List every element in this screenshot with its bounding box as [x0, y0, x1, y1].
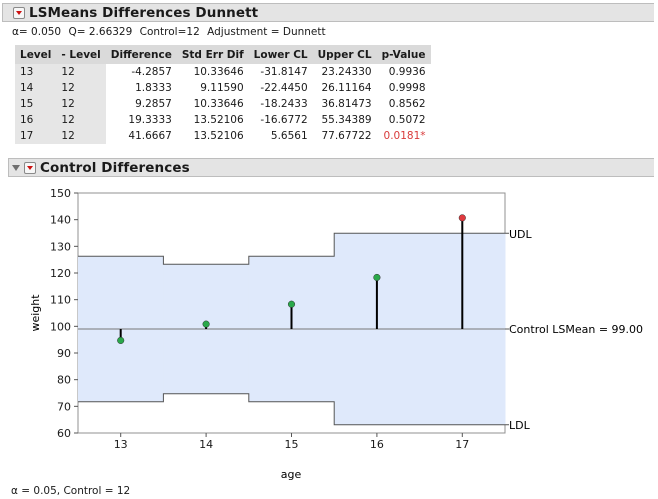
- y-tick-label: 150: [50, 187, 71, 200]
- red-triangle-menu-icon[interactable]: [24, 161, 36, 174]
- y-tick-label: 140: [50, 214, 71, 227]
- cell-difference: -4.2857: [131, 66, 172, 78]
- control-diff-outline-header[interactable]: Control Differences: [8, 158, 654, 177]
- table-header-row: Level - Level Difference Std Err Dif Low…: [15, 45, 431, 64]
- cell-difference: 1.8333: [135, 82, 172, 94]
- cell-difference: 41.6667: [128, 130, 172, 142]
- udl-label: UDL: [509, 228, 533, 241]
- cell-p-value: 0.9998: [388, 82, 426, 94]
- cell-minus-level: 12: [56, 80, 106, 96]
- cell-level: 16: [15, 112, 57, 128]
- q-label: Q= 2.66329: [68, 26, 133, 38]
- col-p-value[interactable]: p-Value: [376, 45, 431, 64]
- y-tick-label: 70: [57, 400, 71, 413]
- cell-level: 15: [15, 96, 57, 112]
- cell-upper-cl: 23.24330: [321, 66, 372, 78]
- cell-lower-cl: -22.4450: [260, 82, 308, 94]
- x-tick-label: 14: [199, 438, 213, 451]
- y-tick-label: 110: [50, 294, 71, 307]
- cell-std-err: 13.52106: [193, 130, 244, 142]
- cell-minus-level: 12: [56, 128, 106, 144]
- col-upper-cl[interactable]: Upper CL: [312, 45, 377, 64]
- dunnett-table: Level - Level Difference Std Err Dif Low…: [15, 45, 431, 144]
- cell-lower-cl: -18.2433: [260, 98, 308, 110]
- disclosure-triangle-icon[interactable]: [12, 164, 20, 171]
- ldl-line: [78, 393, 505, 426]
- cell-lower-cl: -16.6772: [260, 114, 308, 126]
- table-row: 13 12 -4.2857 10.33646 -31.8147 23.24330…: [15, 64, 431, 80]
- cell-std-err: 10.33646: [193, 66, 244, 78]
- y-tick-label: 100: [50, 320, 71, 333]
- x-tick-label: 17: [455, 438, 469, 451]
- control-label: Control=12: [139, 26, 200, 38]
- table-row: 14 12 1.8333 9.11590 -22.4450 26.11164 0…: [15, 80, 431, 96]
- lsmeans-title: LSMeans Differences Dunnett: [29, 4, 259, 21]
- adjustment-label: Adjustment = Dunnett: [207, 26, 326, 38]
- y-tick-label: 120: [50, 267, 71, 280]
- control-chart: 60 70 80 90 100 110 120 130 140 150 13 14 15 16 17 wei…: [29, 187, 643, 480]
- x-tick-label: 13: [114, 438, 128, 451]
- cell-upper-cl: 26.11164: [321, 82, 372, 94]
- y-tick-label: 80: [57, 374, 71, 387]
- cell-level: 13: [15, 64, 57, 80]
- cell-difference: 9.2857: [135, 98, 172, 110]
- cell-difference: 19.3333: [128, 114, 172, 126]
- cell-minus-level: 12: [56, 96, 106, 112]
- udl-line: [78, 232, 505, 265]
- red-triangle-menu-icon[interactable]: [13, 6, 25, 19]
- control-diff-title: Control Differences: [40, 159, 190, 176]
- mean-point: [458, 214, 466, 222]
- cell-p-value: 0.5072: [388, 114, 426, 126]
- col-minus-level[interactable]: - Level: [56, 45, 106, 64]
- y-axis-label: weight: [29, 294, 42, 332]
- alpha-label: α= 0.050: [12, 26, 62, 38]
- cell-upper-cl: 77.67722: [321, 130, 372, 142]
- ldl-label: LDL: [509, 419, 531, 432]
- cell-p-value-significant: 0.0181*: [383, 130, 426, 142]
- chart-footer-note: α = 0.05, Control = 12: [11, 485, 131, 497]
- cell-minus-level: 12: [56, 64, 106, 80]
- cell-upper-cl: 55.34389: [321, 114, 372, 126]
- cell-lower-cl: 5.6561: [270, 130, 308, 142]
- y-tick-label: 130: [50, 240, 71, 253]
- cell-level: 17: [15, 128, 57, 144]
- table-row: 17 12 41.6667 13.52106 5.6561 77.67722 0…: [15, 128, 431, 144]
- table-row: 16 12 19.3333 13.52106 -16.6772 55.34389…: [15, 112, 431, 128]
- mean-point: [202, 320, 210, 328]
- cell-level: 14: [15, 80, 57, 96]
- test-info-line: α= 0.050 Q= 2.66329 Control=12 Adjustmen…: [12, 26, 330, 38]
- cell-std-err: 9.11590: [200, 82, 244, 94]
- table-row: 15 12 9.2857 10.33646 -18.2433 36.81473 …: [15, 96, 431, 112]
- control-mean-label: Control LSMean = 99.00: [509, 323, 643, 336]
- cell-upper-cl: 36.81473: [321, 98, 372, 110]
- x-axis-label: age: [281, 468, 302, 480]
- col-difference[interactable]: Difference: [105, 45, 177, 64]
- y-tick-label: 90: [57, 347, 71, 360]
- cell-std-err: 10.33646: [193, 98, 244, 110]
- col-level[interactable]: Level: [15, 45, 57, 64]
- x-tick-label: 16: [370, 438, 384, 451]
- cell-p-value: 0.8562: [388, 98, 426, 110]
- mean-point: [373, 273, 381, 282]
- cell-minus-level: 12: [56, 112, 106, 128]
- cell-std-err: 13.52106: [193, 114, 244, 126]
- lsmeans-outline-header[interactable]: LSMeans Differences Dunnett: [2, 3, 654, 22]
- y-tick-label: 60: [57, 427, 71, 440]
- col-std-err[interactable]: Std Err Dif: [176, 45, 249, 64]
- col-lower-cl[interactable]: Lower CL: [248, 45, 313, 64]
- cell-lower-cl: -31.8147: [260, 66, 308, 78]
- cell-p-value: 0.9936: [388, 66, 426, 78]
- x-tick-label: 15: [285, 438, 299, 451]
- mean-point: [117, 336, 125, 344]
- mean-point: [287, 300, 296, 308]
